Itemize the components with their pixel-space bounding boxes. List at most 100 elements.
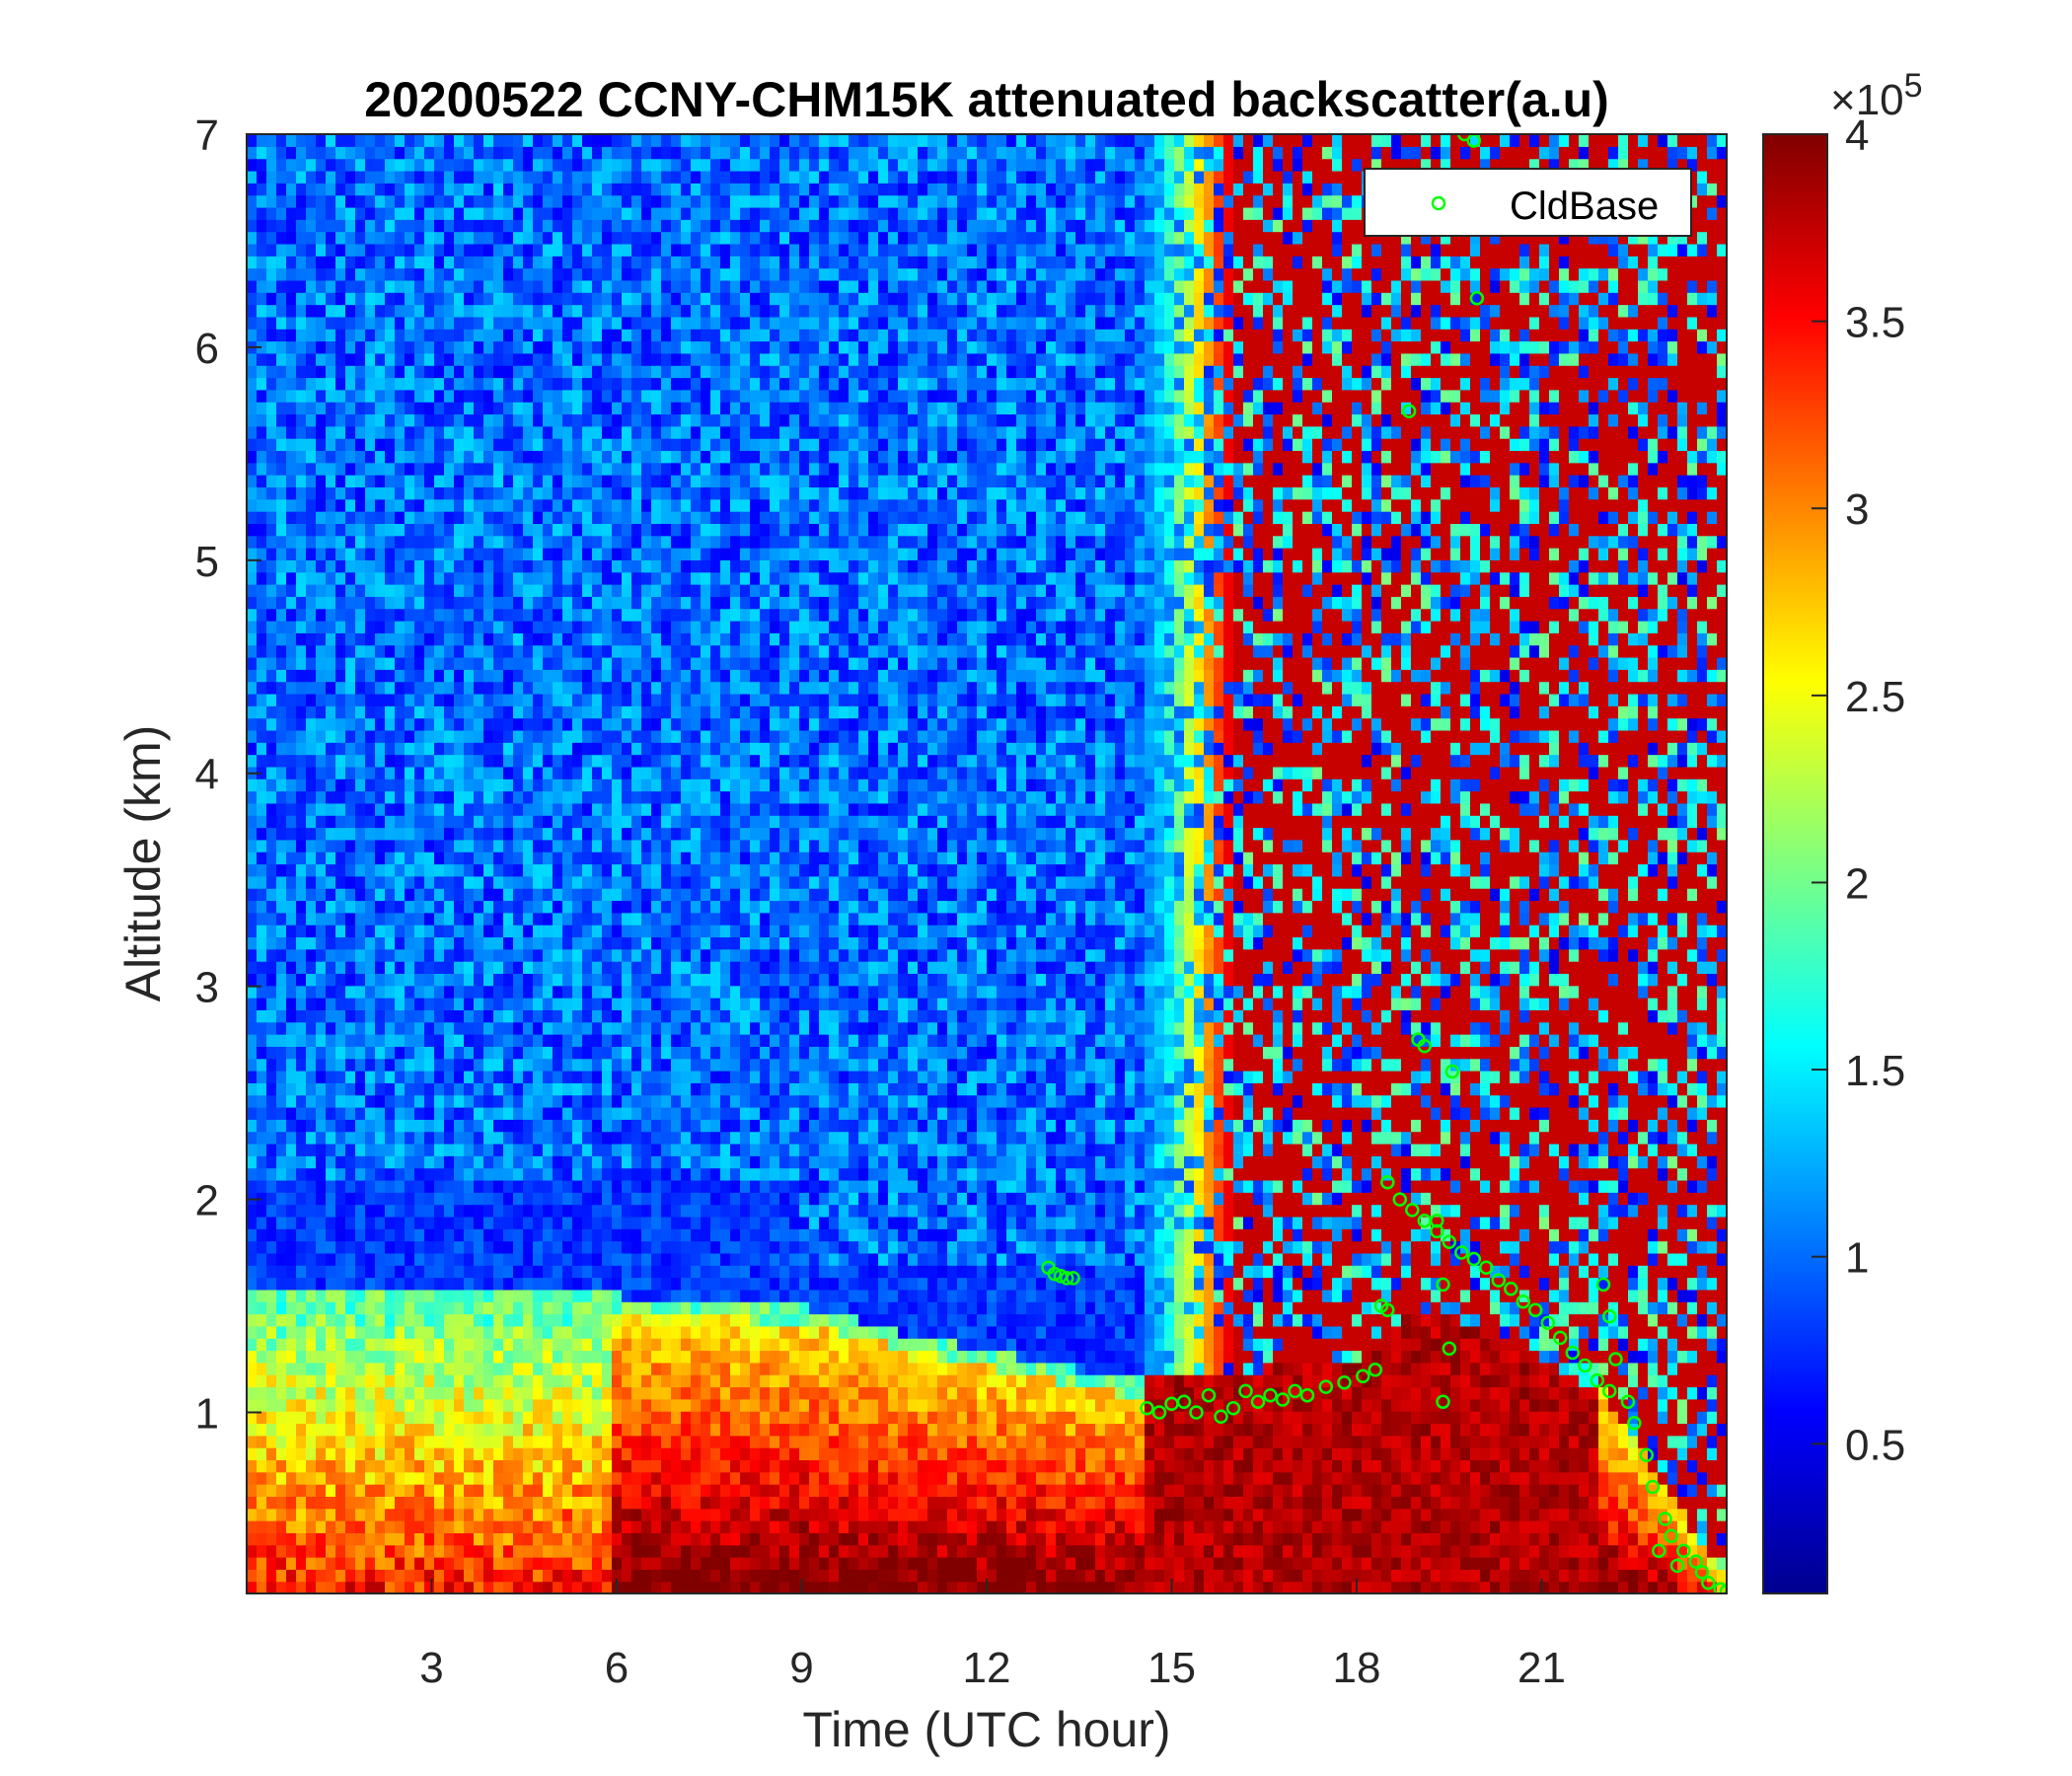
- heatmap-cell: [326, 1155, 336, 1169]
- heatmap-cell: [641, 693, 652, 706]
- heatmap-cell: [622, 1435, 632, 1448]
- heatmap-cell: [523, 1532, 534, 1546]
- heatmap-cell: [296, 827, 307, 841]
- heatmap-cell: [385, 693, 396, 706]
- heatmap-cell: [365, 1071, 376, 1083]
- heatmap-cell: [493, 681, 504, 695]
- heatmap-cell: [365, 1569, 376, 1583]
- heatmap-cell: [385, 511, 396, 524]
- heatmap-cell: [266, 1581, 277, 1593]
- heatmap-cell: [375, 839, 386, 852]
- heatmap-cell: [276, 170, 287, 184]
- heatmap-cell: [474, 146, 484, 160]
- heatmap-cell: [345, 146, 356, 160]
- heatmap-cell: [572, 851, 583, 865]
- heatmap-cell: [622, 1411, 632, 1425]
- heatmap-cell: [375, 936, 386, 950]
- heatmap-cell: [405, 1508, 415, 1521]
- heatmap-cell: [543, 1034, 554, 1047]
- heatmap-cell: [405, 1107, 415, 1120]
- heatmap-cell: [622, 146, 632, 160]
- heatmap-cell: [434, 511, 445, 524]
- heatmap-cell: [454, 851, 465, 865]
- heatmap-cell: [562, 1034, 573, 1047]
- heatmap-cell: [454, 1216, 465, 1229]
- heatmap-cell: [553, 912, 563, 925]
- heatmap-cell: [553, 1192, 563, 1206]
- heatmap-cell: [316, 1179, 327, 1193]
- heatmap-cell: [641, 584, 652, 597]
- heatmap-cell: [395, 1398, 406, 1412]
- heatmap-cell: [474, 1265, 484, 1279]
- heatmap-cell: [385, 1313, 396, 1327]
- heatmap-cell: [641, 231, 652, 245]
- heatmap-cell: [306, 644, 317, 658]
- heatmap-cell: [523, 608, 534, 622]
- heatmap-cell: [622, 1216, 632, 1229]
- heatmap-cell: [296, 1447, 307, 1461]
- heatmap-cell: [572, 1569, 583, 1583]
- heatmap-cell: [365, 1034, 376, 1047]
- heatmap-cell: [464, 912, 475, 925]
- heatmap-cell: [247, 1508, 258, 1521]
- heatmap-cell: [414, 498, 425, 512]
- heatmap-cell: [602, 1411, 613, 1425]
- heatmap-cell: [276, 340, 287, 354]
- heatmap-cell: [503, 535, 514, 549]
- heatmap-cell: [503, 888, 514, 902]
- heatmap-cell: [533, 802, 544, 816]
- heatmap-cell: [276, 754, 287, 768]
- heatmap-cell: [385, 584, 396, 597]
- heatmap-cell: [424, 584, 435, 597]
- heatmap-cell: [414, 377, 425, 391]
- heatmap-cell: [592, 827, 603, 841]
- heatmap-cell: [326, 462, 336, 476]
- heatmap-cell: [592, 571, 603, 585]
- heatmap-cell: [306, 304, 317, 318]
- heatmap-cell: [631, 352, 642, 366]
- heatmap-cell: [631, 1447, 642, 1461]
- heatmap-cell: [612, 925, 623, 938]
- heatmap-cell: [582, 450, 593, 464]
- heatmap-cell: [513, 1094, 524, 1108]
- heatmap-cell: [424, 279, 435, 293]
- heatmap-cell: [326, 851, 336, 865]
- heatmap-cell: [483, 1119, 494, 1133]
- heatmap-cell: [355, 267, 366, 281]
- heatmap-cell: [326, 365, 336, 379]
- heatmap-cell: [395, 766, 406, 779]
- heatmap-cell: [444, 1071, 455, 1083]
- heatmap-cell: [612, 681, 623, 695]
- heatmap-cell: [286, 304, 297, 318]
- heatmap-cell: [296, 1289, 307, 1302]
- heatmap-cell: [572, 1325, 583, 1339]
- heatmap-cell: [276, 231, 287, 245]
- heatmap-cell: [641, 1459, 652, 1473]
- heatmap-cell: [365, 961, 376, 975]
- heatmap-cell: [434, 329, 445, 342]
- heatmap-cell: [464, 450, 475, 464]
- heatmap-cell: [503, 936, 514, 950]
- heatmap-cell: [631, 292, 642, 306]
- heatmap-cell: [375, 754, 386, 768]
- heatmap-cell: [395, 1058, 406, 1072]
- heatmap-cell: [483, 936, 494, 950]
- heatmap-cell: [414, 402, 425, 415]
- heatmap-cell: [474, 498, 484, 512]
- heatmap-cell: [543, 329, 554, 342]
- heatmap-cell: [602, 973, 613, 987]
- heatmap-cell: [444, 1459, 455, 1473]
- heatmap-cell: [306, 243, 317, 257]
- heatmap-cell: [405, 1374, 415, 1388]
- heatmap-cell: [592, 681, 603, 695]
- heatmap-cell: [464, 656, 475, 670]
- heatmap-cell: [543, 912, 554, 925]
- heatmap-cell: [553, 1228, 563, 1242]
- heatmap-cell: [345, 778, 356, 792]
- heatmap-cell: [276, 1411, 287, 1425]
- heatmap-cell: [622, 425, 632, 439]
- heatmap-cell: [533, 863, 544, 877]
- heatmap-cell: [405, 158, 415, 172]
- heatmap-cell: [602, 863, 613, 877]
- heatmap-cell: [375, 596, 386, 610]
